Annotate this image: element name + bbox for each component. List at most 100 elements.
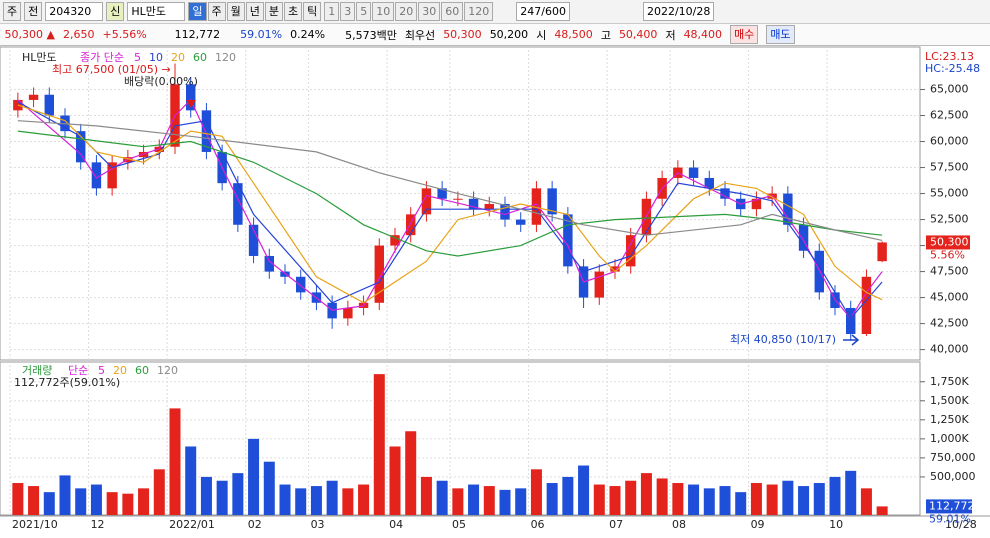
volume-bar [876,506,888,515]
volume-bar [782,480,794,515]
candle-body [468,198,479,210]
period-button[interactable]: 주 [207,2,226,21]
volume-bar [28,486,40,515]
last-price-box [926,235,970,250]
x-tick-label: 10 [829,518,843,531]
interval-button[interactable]: 3 [340,2,356,21]
volume-bar [295,488,307,515]
volume-bar [845,470,857,515]
volume-bar [310,486,322,515]
volume-info: 112,772주(59.01%) [14,376,120,389]
volume-bar [122,493,134,515]
candle-body [233,183,243,225]
volume-bar [326,480,338,515]
volume-bar [625,480,637,515]
candle-body [107,162,117,189]
intervals: 1 3 5 10 20 30 60 120 [324,2,494,21]
volume-bar [829,476,841,515]
candle-body [594,271,604,298]
flag[interactable]: 신 [106,2,125,21]
ask: 50,300 [443,28,482,41]
candle-body [531,188,542,225]
date[interactable]: 2022/10/28 [642,2,715,21]
candle-body [484,203,494,210]
period-button[interactable]: 일 [188,2,207,21]
stock-name[interactable]: HL만도 [127,2,186,21]
candle-body [547,188,557,215]
interval-button[interactable]: 1 [324,2,340,21]
y-tick-label: 55,000 [930,187,969,200]
y-tick-label: 47,500 [930,265,969,278]
y-tick-label: 1,250K [930,413,969,426]
period-button[interactable]: 초 [284,2,303,21]
turnover: 0.24% [290,28,326,41]
candle-body [76,131,86,163]
candle-body [186,84,196,111]
candle-body [421,188,432,215]
ma-line [17,104,883,304]
market[interactable]: 주 [3,2,22,21]
volume-bar [436,480,448,515]
buy-button[interactable]: 매수 [730,25,759,44]
candle-body [453,198,463,200]
candle-body [44,94,54,116]
candle-body [798,224,809,251]
candle-body [437,188,447,199]
last-volume-box [926,499,972,514]
count[interactable]: 247/600 [516,2,570,21]
dividend-arrow [186,100,196,108]
period-button[interactable]: 틱 [303,2,322,21]
candle-body [610,266,620,272]
volume-bar [750,483,762,515]
last-price-label: 50,300 [930,235,969,248]
low-label: 저 [665,28,676,42]
y-tick-label: 1,750K [930,375,969,388]
code-input[interactable]: 204320 [45,2,104,21]
candle-body [688,167,699,178]
interval-button[interactable]: 60 [441,2,464,21]
legend-entry: 120 [157,364,178,377]
amount: 5,573백만 [345,28,397,42]
period-type[interactable]: 전 [24,2,43,21]
interval-button[interactable]: 10 [372,2,395,21]
legend-entry: 120 [215,51,236,64]
volume-bar [672,483,684,515]
period-button[interactable]: 월 [226,2,245,21]
period-button[interactable]: 분 [264,2,283,21]
period-button[interactable]: 년 [245,2,264,21]
volume-bar [405,431,417,515]
x-tick-label: 09 [751,518,765,531]
ma-line [17,130,883,257]
sell-button[interactable]: 매도 [766,25,795,44]
x-tick-label: 05 [452,518,466,531]
candle-body [500,203,510,220]
interval-button[interactable]: 5 [356,2,372,21]
x-end-label: 10/28 [945,518,977,531]
interval-button[interactable]: 30 [418,2,441,21]
y-tick-label: 45,000 [930,291,969,304]
candle-body [248,224,259,256]
quote-bar: 50,300 ▲ 2,650 +5.56% 112,772 59.01% 0.2… [0,24,990,46]
y-tick-label: 1,000K [930,432,969,445]
interval-button[interactable]: 120 [464,2,494,21]
legend-entry: 60 [135,364,149,377]
x-tick-label: 12 [91,518,105,531]
volume-bar [546,483,558,515]
volume-bar [562,476,574,515]
volume-bar [860,488,872,515]
volume-bar [263,461,275,515]
volume: 112,772 [174,28,221,41]
low: 48,400 [683,28,723,41]
candle-body [201,110,212,152]
x-tick-label: 03 [311,518,325,531]
interval-button[interactable]: 20 [395,2,418,21]
last-volume-pct: 59.01% [929,512,971,525]
candle-body [264,255,274,272]
legend-entry: 20 [113,364,127,377]
candle-body [877,242,887,262]
annotation-low: 최저 40,850 (10/17) [730,333,836,346]
volume-bar [468,484,480,515]
y-tick-label: 65,000 [930,83,969,96]
